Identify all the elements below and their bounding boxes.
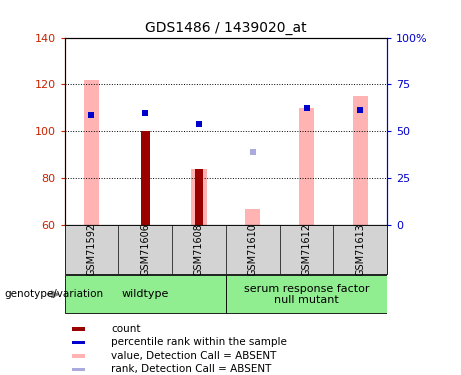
Text: value, Detection Call = ABSENT: value, Detection Call = ABSENT: [111, 351, 277, 361]
Bar: [195, 169, 203, 225]
Text: rank, Detection Call = ABSENT: rank, Detection Call = ABSENT: [111, 364, 272, 374]
Bar: [245, 209, 260, 225]
Text: percentile rank within the sample: percentile rank within the sample: [111, 338, 287, 347]
Bar: [226, 275, 387, 314]
Bar: [299, 108, 314, 225]
Bar: [72, 354, 85, 358]
Text: GSM71613: GSM71613: [355, 223, 366, 276]
Text: GSM71612: GSM71612: [301, 223, 312, 276]
Bar: [72, 327, 85, 331]
Bar: [141, 131, 149, 225]
Bar: [65, 275, 226, 314]
Text: GSM71610: GSM71610: [248, 223, 258, 276]
Bar: [84, 80, 99, 225]
Text: count: count: [111, 324, 141, 334]
Title: GDS1486 / 1439020_at: GDS1486 / 1439020_at: [145, 21, 307, 35]
Text: GSM71606: GSM71606: [140, 223, 150, 276]
Text: wildtype: wildtype: [122, 290, 169, 299]
Text: serum response factor
null mutant: serum response factor null mutant: [244, 284, 369, 305]
Bar: [72, 340, 85, 344]
Text: GSM71592: GSM71592: [86, 223, 96, 276]
Bar: [353, 96, 368, 225]
Bar: [72, 368, 85, 371]
Bar: [191, 169, 207, 225]
Text: GSM71608: GSM71608: [194, 223, 204, 276]
Text: genotype/variation: genotype/variation: [5, 290, 104, 299]
